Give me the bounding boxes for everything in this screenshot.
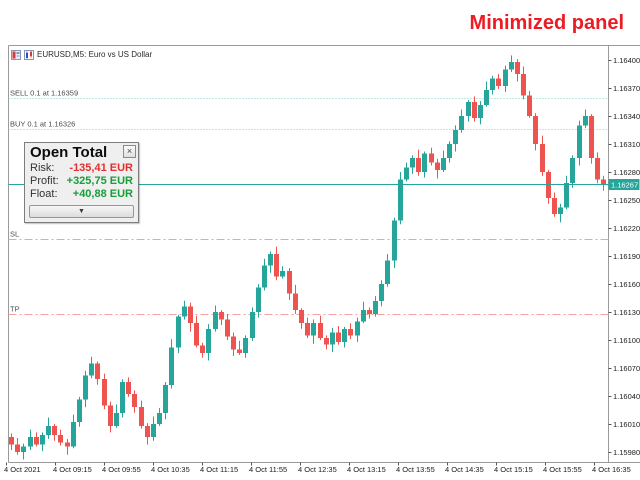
time-axis-label: 4 Oct 2021	[4, 465, 41, 474]
symbol-chart-icon	[24, 49, 34, 60]
price-axis-label: 1.16040	[613, 392, 640, 401]
time-axis-label: 4 Oct 11:15	[200, 465, 238, 474]
time-axis-label: 4 Oct 09:15	[53, 465, 92, 474]
panel-row-label: Profit:	[30, 175, 59, 187]
sell-order-label: SELL 0.1 at 1.16359	[10, 89, 78, 98]
time-axis-label: 4 Oct 15:55	[543, 465, 582, 474]
buy-order-label: BUY 0.1 at 1.16326	[10, 120, 75, 129]
price-axis-label: 1.16340	[613, 112, 640, 121]
price-axis-label: 1.16310	[613, 140, 640, 149]
chevron-down-icon: ▼	[78, 208, 85, 215]
panel-row: Float: +40,88 EUR	[25, 188, 138, 201]
stop-loss-label: SL	[10, 230, 19, 239]
take-profit-label: TP	[10, 305, 20, 314]
panel-title: Open Total	[30, 144, 108, 161]
panel-row-value: +40,88 EUR	[72, 188, 133, 200]
bid-price-tag	[608, 179, 640, 190]
price-axis-label: 1.16160	[613, 280, 640, 289]
collapse-button[interactable]: ▼	[29, 205, 134, 218]
time-axis-label: 4 Oct 16:35	[592, 465, 631, 474]
time-axis-label: 4 Oct 14:35	[445, 465, 484, 474]
panel-row-value: +325,75 EUR	[66, 175, 133, 187]
bid-price-tag-label: 1.16267	[611, 181, 638, 190]
chart-title: EURUSD,M5: Euro vs US Dollar	[37, 50, 153, 59]
price-axis-label: 1.16190	[613, 252, 640, 261]
price-axis-label: 1.16250	[613, 196, 640, 205]
panel-header: Open Total ×	[25, 143, 138, 161]
open-total-panel[interactable]: Open Total × Risk: -135,41 EUR Profit: +325…	[24, 142, 139, 223]
price-axis-label: 1.16370	[613, 84, 640, 93]
price-axis-label: 1.16280	[613, 168, 640, 177]
time-axis-label: 4 Oct 09:55	[102, 465, 141, 474]
price-axis-label: 1.15980	[613, 448, 640, 457]
time-axis-label: 4 Oct 15:15	[494, 465, 533, 474]
expert-advisor-icon	[11, 49, 21, 60]
price-axis-label: 1.16220	[613, 224, 640, 233]
panel-row: Risk: -135,41 EUR	[25, 162, 138, 175]
panel-row-value: -135,41 EUR	[69, 162, 133, 174]
panel-row-label: Risk:	[30, 162, 55, 174]
price-axis-label: 1.16070	[613, 364, 640, 373]
panel-rows: Risk: -135,41 EUR Profit: +325,75 EUR Float:…	[25, 161, 138, 201]
price-axis-label: 1.16100	[613, 336, 640, 345]
time-axis-label: 4 Oct 13:55	[396, 465, 435, 474]
time-axis-label: 4 Oct 11:55	[249, 465, 287, 474]
price-axis-label: 1.16400	[613, 56, 640, 65]
time-axis-label: 4 Oct 13:15	[347, 465, 386, 474]
panel-row-label: Float:	[30, 188, 58, 200]
time-axis-label: 4 Oct 10:35	[151, 465, 190, 474]
time-axis-label: 4 Oct 12:35	[298, 465, 337, 474]
price-axis-label: 1.16130	[613, 308, 640, 317]
panel-row: Profit: +325,75 EUR	[25, 175, 138, 188]
page-title: Minimized panel	[469, 12, 624, 34]
close-icon[interactable]: ×	[123, 145, 136, 158]
price-axis-label: 1.16010	[613, 420, 640, 429]
chart-header: EURUSD,M5: Euro vs US Dollar	[11, 49, 152, 60]
